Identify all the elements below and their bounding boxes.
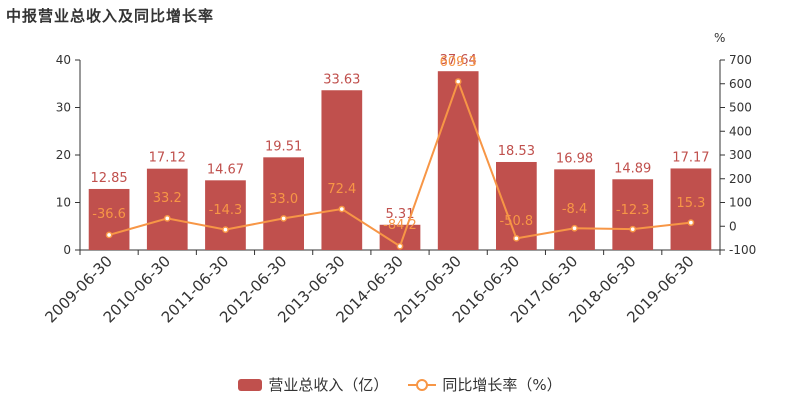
line-data-label: -50.8 xyxy=(500,214,534,229)
left-axis-tick-label: 20 xyxy=(56,148,71,162)
line-data-label: -14.3 xyxy=(209,203,243,218)
bar-data-label: 14.67 xyxy=(207,162,244,177)
line-data-label: -8.4 xyxy=(562,202,587,217)
right-axis-tick-label: 0 xyxy=(729,219,737,233)
legend-item-growth[interactable]: 同比增长率（%） xyxy=(408,374,562,395)
growth-point xyxy=(163,215,171,222)
growth-point xyxy=(396,242,404,250)
bar xyxy=(437,71,479,251)
bar-data-label: 33.63 xyxy=(323,72,360,87)
bar-data-label: 12.85 xyxy=(90,171,127,186)
left-axis-tick-label: 30 xyxy=(56,101,71,115)
growth-point xyxy=(687,219,695,226)
bar-data-label: 5.31 xyxy=(386,207,415,222)
bar-data-label: 16.98 xyxy=(556,151,593,166)
right-axis-tick-label: -100 xyxy=(729,243,756,257)
line-data-label: -36.6 xyxy=(92,207,126,222)
right-axis-tick-label: 400 xyxy=(729,124,752,138)
growth-point xyxy=(105,231,113,239)
bar xyxy=(205,180,246,250)
growth-point xyxy=(338,205,346,213)
bar xyxy=(612,179,654,250)
bar-data-label: 14.89 xyxy=(614,161,651,176)
bar-data-label: 19.51 xyxy=(265,139,302,154)
growth-point xyxy=(454,78,462,85)
left-axis-tick-label: 40 xyxy=(56,53,71,67)
bar xyxy=(670,168,712,250)
legend-line-swatch xyxy=(408,378,437,392)
bar xyxy=(554,169,595,250)
bar-data-label: 37.64 xyxy=(440,53,477,68)
legend-label-growth: 同比增长率（%） xyxy=(442,376,562,394)
right-axis-unit: % xyxy=(714,31,725,45)
legend-label-revenue: 营业总收入（亿） xyxy=(268,376,389,394)
bar-data-label: 17.17 xyxy=(672,150,709,165)
legend-bar-swatch xyxy=(238,378,263,391)
bar-data-label: 17.12 xyxy=(149,151,186,166)
left-axis-tick-label: 0 xyxy=(63,243,71,257)
right-axis-tick-label: 500 xyxy=(729,101,752,115)
line-data-label: -84.2 xyxy=(383,218,417,233)
bar-data-label: 18.53 xyxy=(498,144,535,159)
line-data-label: 72.4 xyxy=(327,182,356,197)
right-axis-tick-label: 100 xyxy=(729,196,752,210)
right-axis-tick-label: 700 xyxy=(729,53,752,67)
line-data-label: 33.0 xyxy=(269,192,298,207)
line-data-label: 609.3 xyxy=(440,55,477,70)
line-data-label: -12.3 xyxy=(616,203,650,218)
chart-title: 中报营业总收入及同比增长率 xyxy=(6,7,215,25)
growth-point xyxy=(513,234,520,242)
legend: 营业总收入（亿） 同比增长率（%） xyxy=(0,374,800,395)
growth-point xyxy=(629,225,637,233)
line-data-label: 33.2 xyxy=(153,191,182,206)
growth-point xyxy=(280,215,287,222)
bar xyxy=(321,90,363,250)
right-axis-tick-label: 200 xyxy=(729,172,752,186)
legend-item-revenue[interactable]: 营业总收入（亿） xyxy=(238,374,388,395)
right-axis-tick-label: 300 xyxy=(729,148,752,162)
right-axis-tick-label: 600 xyxy=(729,77,752,91)
bar xyxy=(146,168,188,250)
left-axis-tick-label: 10 xyxy=(56,196,71,210)
line-data-label: 15.3 xyxy=(676,196,705,211)
growth-point xyxy=(222,226,229,233)
bar xyxy=(88,188,130,250)
bar xyxy=(263,157,304,250)
growth-point xyxy=(571,224,578,232)
